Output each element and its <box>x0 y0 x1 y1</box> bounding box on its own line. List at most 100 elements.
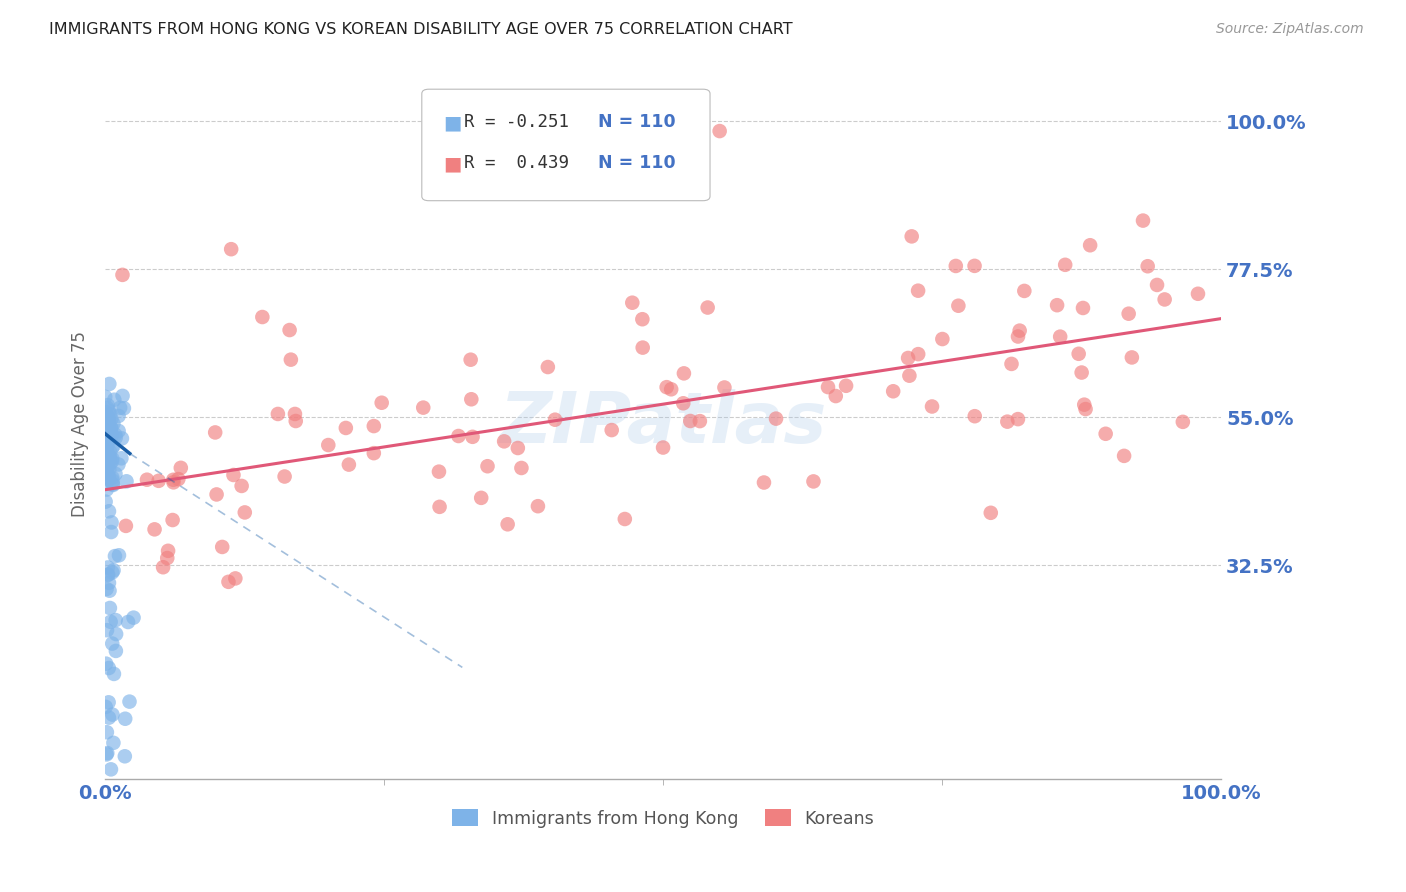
Point <box>882 384 904 399</box>
Point <box>709 124 731 138</box>
Point <box>1187 286 1209 301</box>
Point <box>98 457 121 471</box>
Point <box>101 566 124 580</box>
Point <box>104 431 127 445</box>
Point <box>98 463 121 477</box>
Point <box>96 746 118 760</box>
Point <box>97 453 120 467</box>
Point <box>115 519 138 533</box>
Text: Source: ZipAtlas.com: Source: ZipAtlas.com <box>1216 22 1364 37</box>
Point <box>112 401 135 416</box>
Point <box>370 396 392 410</box>
Point <box>103 392 125 407</box>
Point <box>898 368 921 383</box>
Point <box>363 446 385 460</box>
Point <box>104 613 127 627</box>
Point <box>101 477 124 491</box>
Point <box>97 456 120 470</box>
Point <box>506 441 529 455</box>
Point <box>931 332 953 346</box>
Point <box>107 409 129 423</box>
Point <box>613 512 636 526</box>
Point <box>96 411 118 425</box>
Point <box>100 516 122 530</box>
Point <box>224 571 246 585</box>
Point <box>103 667 125 681</box>
Point <box>696 301 718 315</box>
Point <box>103 736 125 750</box>
Point <box>96 624 118 638</box>
Point <box>765 411 787 425</box>
Point <box>205 487 228 501</box>
Point <box>460 392 482 407</box>
Point <box>631 341 654 355</box>
Point <box>107 458 129 472</box>
Point <box>111 431 134 445</box>
Point <box>101 454 124 468</box>
Point <box>96 438 118 452</box>
Point <box>100 412 122 426</box>
Point <box>101 636 124 650</box>
Point <box>98 449 121 463</box>
Point <box>1078 238 1101 252</box>
Y-axis label: Disability Age Over 75: Disability Age Over 75 <box>72 331 89 516</box>
Point <box>316 438 339 452</box>
Point <box>461 430 484 444</box>
Point <box>231 479 253 493</box>
Point <box>335 421 357 435</box>
Point <box>114 712 136 726</box>
Point <box>217 574 239 589</box>
Text: N = 110: N = 110 <box>598 113 675 131</box>
Point <box>267 407 290 421</box>
Point <box>995 415 1018 429</box>
Point <box>447 429 470 443</box>
Point <box>96 464 118 478</box>
Point <box>162 475 184 490</box>
Point <box>1118 307 1140 321</box>
Point <box>631 312 654 326</box>
Point <box>252 310 274 324</box>
Point <box>103 417 125 431</box>
Point <box>96 438 118 452</box>
Point <box>204 425 226 440</box>
Point <box>94 390 117 404</box>
Point <box>108 549 131 563</box>
Point <box>752 475 775 490</box>
Text: ■: ■ <box>443 113 461 132</box>
Point <box>97 426 120 441</box>
Point <box>600 423 623 437</box>
Text: R =  0.439: R = 0.439 <box>464 154 569 172</box>
Point <box>1132 213 1154 227</box>
Point <box>122 610 145 624</box>
Point <box>114 749 136 764</box>
Point <box>655 380 678 394</box>
Point <box>672 367 695 381</box>
Point <box>156 551 179 566</box>
Point <box>97 471 120 485</box>
Point <box>980 506 1002 520</box>
Point <box>97 424 120 438</box>
Point <box>679 414 702 428</box>
Point <box>1146 277 1168 292</box>
Point <box>94 459 117 474</box>
Point <box>672 396 695 410</box>
Point <box>219 242 242 256</box>
Point <box>100 763 122 777</box>
Point <box>97 695 120 709</box>
Point <box>1112 449 1135 463</box>
Point <box>94 405 117 419</box>
Point <box>97 418 120 433</box>
Point <box>94 423 117 437</box>
Point <box>1094 426 1116 441</box>
Point <box>97 422 120 436</box>
Point <box>143 522 166 536</box>
Point <box>97 451 120 466</box>
Point <box>97 417 120 431</box>
Point <box>621 295 644 310</box>
Point <box>1074 402 1097 417</box>
Point <box>1054 258 1077 272</box>
Point <box>100 615 122 629</box>
Point <box>100 524 122 539</box>
Point <box>97 421 120 435</box>
Point <box>1008 324 1031 338</box>
